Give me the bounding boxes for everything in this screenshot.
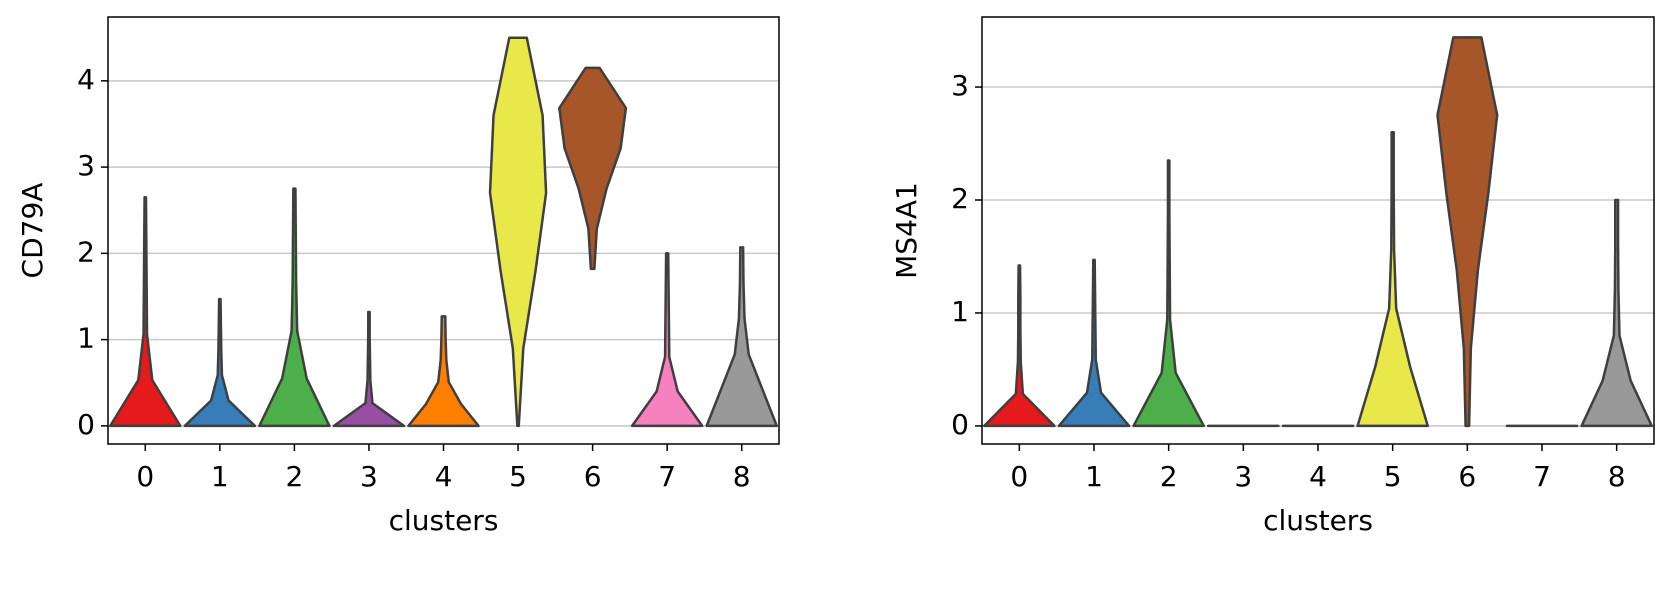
y-tick-label: 0: [951, 408, 969, 441]
violin: [488, 36, 548, 428]
x-tick-label: 0: [136, 460, 154, 493]
x-axis-label: clusters: [1263, 504, 1373, 537]
violin: [183, 297, 257, 428]
y-axis-label: CD79A: [16, 183, 49, 279]
violin: [1132, 159, 1206, 428]
x-tick-label: 7: [1533, 460, 1551, 493]
x-tick-label: 2: [1160, 460, 1178, 493]
x-tick-label: 7: [658, 460, 676, 493]
x-tick-label: 8: [733, 460, 751, 493]
y-tick-label: 0: [77, 408, 95, 441]
x-tick-label: 1: [211, 460, 229, 493]
violin: [982, 264, 1056, 428]
violin: [108, 196, 182, 428]
violin: [1580, 198, 1654, 428]
y-tick-label: 2: [77, 235, 95, 268]
x-tick-label: 3: [1234, 460, 1252, 493]
y-tick-label: 2: [951, 182, 969, 215]
x-tick-label: 5: [1384, 460, 1402, 493]
violin: [1436, 36, 1499, 428]
violin: [558, 66, 628, 271]
violin: [630, 252, 704, 428]
y-axis-label: MS4A1: [890, 182, 923, 279]
x-axis-label: clusters: [389, 504, 499, 537]
x-tick-label: 6: [584, 460, 602, 493]
x-tick-label: 3: [360, 460, 378, 493]
y-tick-label: 1: [951, 295, 969, 328]
x-tick-label: 8: [1608, 460, 1626, 493]
violin: [258, 187, 331, 428]
y-tick-label: 1: [77, 322, 95, 355]
y-tick-label: 3: [951, 69, 969, 102]
x-tick-label: 2: [285, 460, 303, 493]
plot-frame: [107, 16, 780, 445]
x-tick-label: 0: [1010, 460, 1028, 493]
y-tick-label: 3: [77, 149, 95, 182]
violin: [407, 315, 480, 428]
x-tick-label: 4: [435, 460, 453, 493]
x-tick-label: 1: [1085, 460, 1103, 493]
violin: [1057, 258, 1131, 428]
x-tick-label: 6: [1458, 460, 1476, 493]
x-tick-label: 4: [1309, 460, 1327, 493]
violin: [705, 246, 779, 428]
plot-frame: [981, 16, 1655, 445]
violin: [1356, 130, 1430, 428]
x-tick-label: 5: [509, 460, 527, 493]
violin: [332, 310, 406, 428]
y-tick-label: 4: [77, 63, 95, 96]
